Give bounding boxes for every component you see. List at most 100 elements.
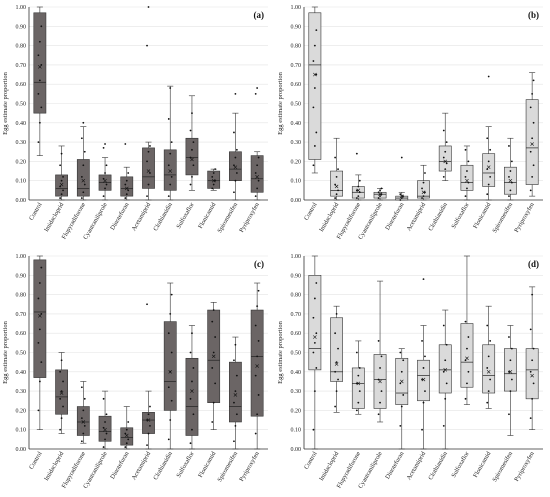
data-point (146, 444, 148, 447)
mean-marker (508, 178, 513, 183)
category-label: Sulfoxaflor (450, 201, 471, 230)
data-point (80, 175, 83, 178)
data-point (377, 413, 380, 416)
mean-marker (38, 314, 42, 318)
data-point (466, 187, 468, 190)
data-point (379, 195, 381, 198)
box-sulfoxaflor (185, 325, 199, 450)
y-tick-label: 0.40 (291, 121, 302, 127)
data-point (170, 399, 173, 402)
mean-marker (233, 393, 238, 397)
data-point (509, 189, 512, 192)
data-point (212, 172, 215, 174)
box (438, 344, 452, 394)
data-point (334, 197, 337, 199)
data-point (127, 172, 130, 174)
data-point (167, 195, 170, 198)
data-point (104, 421, 106, 423)
data-point (40, 106, 43, 109)
data-point (334, 405, 337, 408)
y-tick-label: 1.00 (16, 5, 27, 11)
data-point (313, 390, 316, 392)
data-point (442, 129, 445, 132)
data-point (466, 347, 468, 350)
data-point (254, 324, 257, 327)
panel-label: (c) (254, 259, 264, 269)
data-point (379, 401, 381, 404)
data-point (467, 370, 470, 373)
data-point (189, 351, 192, 354)
data-point (312, 316, 315, 319)
y-tick-label: 0.70 (16, 312, 27, 318)
category-label: Spiromesifen (216, 450, 239, 483)
box-sulfoxaflor (460, 145, 474, 201)
y-tick-label: 0.60 (16, 82, 27, 88)
data-point (102, 397, 105, 400)
category-label: Sulfoxaflor (175, 201, 196, 230)
data-point (315, 73, 318, 76)
data-point (529, 328, 532, 331)
data-point (104, 187, 106, 190)
data-point (105, 183, 108, 186)
box-clothianidin (163, 282, 177, 450)
data-point (312, 164, 315, 167)
data-point (257, 289, 260, 292)
category-label: Flonicamid (472, 450, 493, 479)
data-point (254, 92, 257, 95)
mean-marker (334, 184, 339, 189)
data-point (40, 313, 43, 315)
data-point (335, 361, 338, 364)
data-point (40, 64, 43, 66)
data-point (464, 320, 467, 323)
box (525, 348, 539, 400)
data-point (37, 297, 40, 300)
data-point (399, 382, 402, 385)
box (142, 412, 155, 434)
data-point (146, 44, 148, 47)
data-point (38, 328, 41, 331)
data-point (40, 25, 43, 28)
data-point (424, 390, 426, 392)
box-spiromesifen (504, 137, 517, 201)
data-point (355, 189, 358, 192)
mean-marker (486, 369, 491, 374)
data-point (313, 145, 316, 147)
data-point (335, 313, 338, 315)
box-dinotefuran (120, 143, 134, 201)
category-label: Control (28, 201, 44, 221)
data-point (192, 141, 195, 144)
data-point (377, 191, 380, 194)
box (229, 361, 242, 423)
data-point (532, 79, 535, 82)
box-control (308, 255, 322, 450)
category-label: Imidacloprid (318, 450, 341, 482)
box-dinotefuran (395, 348, 409, 450)
data-point (125, 428, 128, 431)
data-point (38, 282, 41, 284)
data-point (334, 332, 337, 335)
data-point (147, 413, 150, 416)
data-point (235, 172, 238, 174)
data-point (189, 442, 192, 445)
y-tick-label: 0.20 (291, 159, 302, 165)
data-point (234, 424, 237, 427)
data-point (214, 336, 217, 338)
data-point (334, 156, 337, 159)
data-point (104, 143, 106, 145)
data-point (80, 197, 83, 199)
data-point (235, 413, 238, 416)
data-point (80, 440, 83, 443)
data-point (402, 359, 405, 362)
box-control (33, 6, 47, 156)
data-point (422, 278, 425, 281)
data-point (334, 183, 337, 186)
y-tick-label: 0.00 (16, 198, 27, 204)
data-point (508, 370, 510, 373)
box (142, 147, 155, 189)
data-point (510, 378, 513, 381)
data-point (380, 187, 383, 190)
mean-marker (465, 178, 469, 183)
data-point (257, 179, 260, 182)
box-acetamiprid (417, 278, 430, 450)
mean-marker (38, 65, 42, 69)
